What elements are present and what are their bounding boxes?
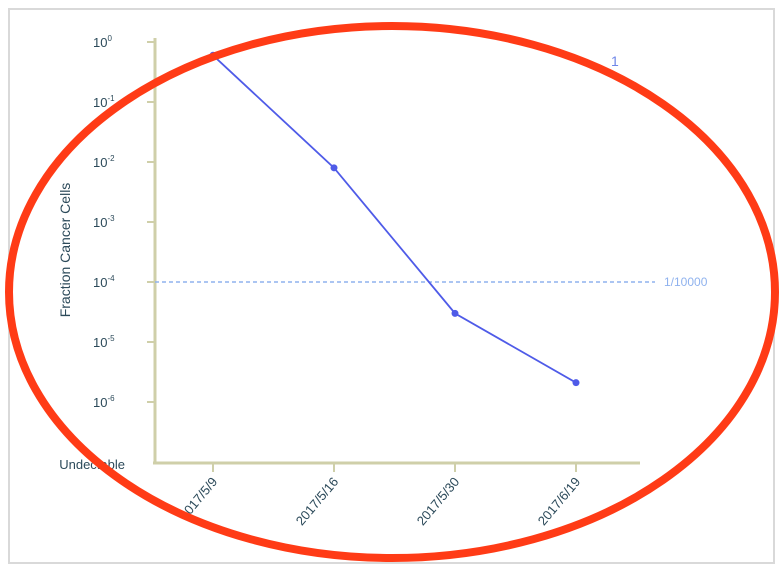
svg-text:10-5: 10-5 — [93, 334, 115, 350]
y-tick: 10-3 — [93, 214, 155, 230]
annotation-ellipse — [5, 22, 779, 562]
svg-text:10-3: 10-3 — [93, 214, 115, 230]
y-tick: 100 — [93, 34, 155, 50]
svg-text:2017/5/30: 2017/5/30 — [414, 474, 463, 528]
x-tick: 2017/5/30 — [414, 463, 463, 528]
y-tick: 10-6 — [93, 394, 155, 410]
chart-frame — [8, 8, 775, 564]
legend-fragment: 1 — [611, 53, 619, 69]
svg-text:10-4: 10-4 — [93, 274, 115, 290]
series-line — [212, 54, 577, 384]
svg-text:10-6: 10-6 — [93, 394, 115, 410]
x-tick: 2017/6/19 — [535, 463, 584, 528]
y-tick: 10-1 — [93, 94, 155, 110]
y-tick: 10-4 — [93, 274, 155, 290]
y-tick: 10-2 — [93, 154, 155, 170]
data-point — [451, 309, 459, 317]
svg-text:2017/5/16: 2017/5/16 — [293, 474, 342, 528]
svg-text:2017/6/19: 2017/6/19 — [535, 474, 584, 528]
x-ticks: 2017/5/9 2017/5/16 2017/5/30 2017/6/19 — [176, 463, 583, 528]
svg-text:10-2: 10-2 — [93, 154, 115, 170]
x-tick: 2017/5/16 — [293, 463, 342, 528]
svg-text:10-1: 10-1 — [93, 94, 115, 110]
y-axis-title: Fraction Cancer Cells — [57, 183, 73, 318]
y-ticks: 100 10-1 10-2 10-3 10-4 10-5 — [93, 34, 155, 410]
data-point — [572, 379, 580, 387]
reference-line-label: 1/10000 — [664, 275, 708, 289]
y-tick: 10-5 — [93, 334, 155, 350]
series-layer — [209, 51, 580, 387]
svg-text:100: 100 — [93, 34, 112, 50]
data-point — [330, 164, 338, 172]
